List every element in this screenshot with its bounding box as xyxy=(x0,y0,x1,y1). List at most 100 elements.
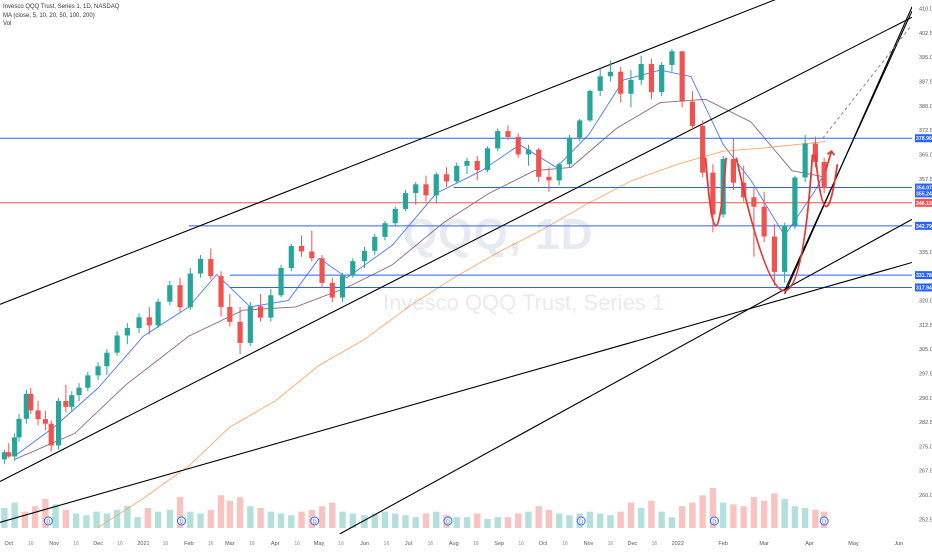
candle-body xyxy=(587,90,593,121)
candle-body xyxy=(48,423,54,446)
y-tick-label: 395.00 xyxy=(919,55,932,61)
volume-bar xyxy=(288,515,295,528)
x-minor-tick-label: 16 xyxy=(338,541,344,547)
pattern-arrowhead xyxy=(826,149,836,156)
price-label-bg xyxy=(915,134,932,143)
candle-body xyxy=(433,174,439,196)
event-marker-label: D xyxy=(46,520,50,526)
y-tick-label: 252.50 xyxy=(919,517,932,523)
x-tick-label: Jun xyxy=(360,541,369,547)
candle-body xyxy=(618,71,624,94)
price-label-bg xyxy=(915,183,932,192)
trendline xyxy=(0,261,912,523)
candle-body xyxy=(298,245,305,252)
legend-vol[interactable]: Vol xyxy=(3,21,12,27)
volume-bar xyxy=(474,513,481,528)
candle-body xyxy=(474,160,480,171)
event-marker xyxy=(576,516,586,526)
candle-body xyxy=(392,208,398,224)
x-minor-tick-label: 16 xyxy=(473,541,479,547)
event-marker xyxy=(443,516,453,526)
candle-body xyxy=(177,285,183,308)
x-tick-label: Aug xyxy=(449,541,459,547)
volume-bar xyxy=(1,508,8,528)
volume-bar xyxy=(812,509,819,528)
volume-bar xyxy=(453,517,460,528)
candle-body xyxy=(187,273,193,308)
x-minor-tick-label: 16 xyxy=(163,541,169,547)
volume-bar xyxy=(392,513,399,528)
candle-body xyxy=(689,101,696,126)
volume-bar xyxy=(637,508,645,528)
y-tick-label: 282.50 xyxy=(919,420,932,426)
candle-body xyxy=(802,143,808,178)
candle-body xyxy=(484,148,491,171)
volume-bar xyxy=(371,513,378,528)
candle-body xyxy=(782,225,788,272)
volume-bar xyxy=(791,506,799,528)
x-tick-label: Nov xyxy=(584,541,594,547)
candle-body xyxy=(350,261,356,276)
moving-average-line xyxy=(14,98,826,460)
volume-bar xyxy=(236,497,244,528)
candle-body xyxy=(104,352,110,367)
x-minor-tick-label: 16 xyxy=(208,541,214,547)
candle-body xyxy=(12,437,18,457)
price-label-text: 317.94 xyxy=(916,285,932,291)
x-tick-label: Oct xyxy=(539,541,548,547)
volume-bar xyxy=(771,493,778,528)
candle-body xyxy=(812,143,818,162)
candle-body xyxy=(761,206,767,237)
candle-body xyxy=(85,375,91,388)
candle-body xyxy=(464,160,470,166)
volume-bar xyxy=(113,509,121,528)
volume-bar xyxy=(504,517,512,528)
volume-bar xyxy=(124,506,131,528)
x-minor-tick-label: 16 xyxy=(428,541,434,547)
candle-body xyxy=(136,317,142,329)
candle-body xyxy=(257,306,264,318)
volume-bar xyxy=(586,511,594,528)
price-label-bg xyxy=(915,198,932,207)
x-tick-label: Feb xyxy=(718,541,727,547)
x-minor-tick-label: 16 xyxy=(249,541,255,547)
y-tick-label: 297.50 xyxy=(919,371,932,377)
volume-bar xyxy=(760,500,768,528)
volume-bar xyxy=(329,502,336,528)
volume-bar xyxy=(433,511,440,528)
volume-bar xyxy=(277,513,285,528)
legend-ma[interactable]: MA (close, 5, 10, 20, 50, 100, 200) xyxy=(3,12,95,19)
candle-body xyxy=(495,131,501,149)
price-label-bg xyxy=(915,189,932,198)
candle-body xyxy=(525,149,532,155)
volume-bar xyxy=(617,511,624,528)
volume-bar xyxy=(515,513,522,528)
volume-bar xyxy=(154,511,162,528)
projection-line xyxy=(822,24,912,139)
candle-body xyxy=(556,164,562,181)
pattern-arc xyxy=(704,157,727,227)
x-tick-label: Feb xyxy=(184,541,193,547)
candle-body xyxy=(23,393,29,419)
watermark-symbol: QQQ, 1D xyxy=(403,210,594,259)
candle-body xyxy=(6,452,12,457)
volume-bar xyxy=(349,513,356,528)
x-minor-tick-label: 16 xyxy=(117,541,123,547)
candle-body xyxy=(76,387,82,396)
candle-body xyxy=(288,245,294,268)
legend-title[interactable]: Invesco QQQ Trust, Series 1, 1D, NASDAQ xyxy=(3,4,120,10)
price-label-text: 331.78 xyxy=(916,273,932,279)
volume-bar xyxy=(72,513,80,528)
volume-bar xyxy=(62,509,70,528)
candle-body xyxy=(124,328,130,336)
candle-body xyxy=(69,395,75,407)
x-tick-label: Dec xyxy=(628,541,638,547)
price-label-bg xyxy=(915,283,932,292)
candle-body xyxy=(167,285,173,302)
x-tick-label: May xyxy=(848,541,859,547)
volume-bar xyxy=(556,513,563,528)
volume-bar xyxy=(42,498,49,528)
y-tick-label: 312.50 xyxy=(919,323,932,329)
